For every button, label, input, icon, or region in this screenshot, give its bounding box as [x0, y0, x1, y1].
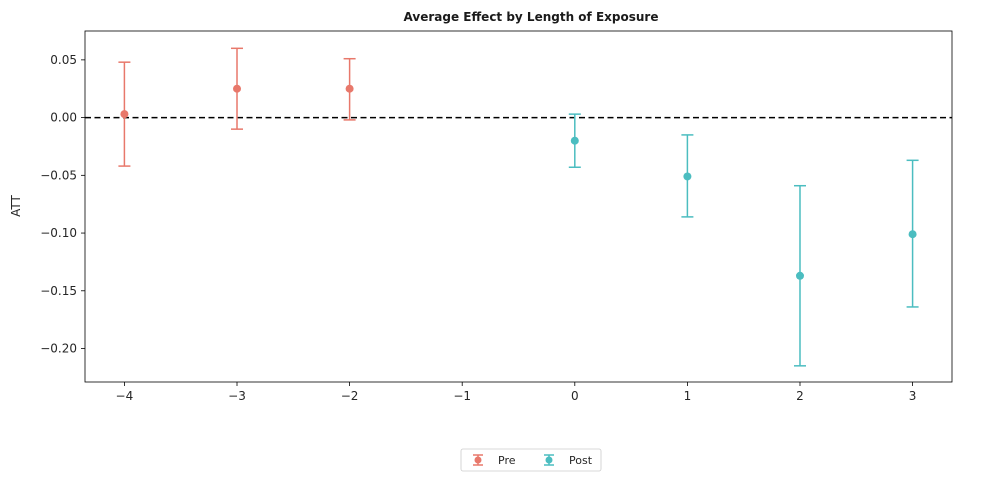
x-tick-label: −3: [228, 389, 246, 403]
data-point: [795, 271, 804, 280]
legend-swatch-marker: [474, 456, 482, 464]
data-point: [570, 136, 579, 145]
x-tick-label: −2: [341, 389, 359, 403]
y-tick-label: 0.00: [50, 111, 77, 125]
y-axis-label: ATT: [9, 194, 23, 216]
y-tick-label: −0.10: [40, 226, 77, 240]
legend: Pre Post: [460, 448, 602, 472]
legend-frame: [460, 448, 602, 472]
x-axis-ticks: −4 −3 −2 −1 0 1 2 3: [116, 382, 917, 403]
legend-item-pre: Pre: [473, 454, 516, 467]
chart-title: Average Effect by Length of Exposure: [404, 10, 659, 24]
legend-item-post: Post: [544, 454, 593, 467]
legend-label: Post: [569, 454, 593, 467]
x-tick-label: 0: [571, 389, 579, 403]
x-tick-label: −1: [453, 389, 471, 403]
legend-label: Pre: [498, 454, 516, 467]
data-point: [233, 84, 242, 93]
x-tick-label: 3: [909, 389, 917, 403]
series-post: [568, 113, 919, 367]
series-group: [118, 47, 919, 367]
legend-swatch-marker: [545, 456, 553, 464]
x-tick-label: −4: [116, 389, 134, 403]
y-tick-label: −0.20: [40, 342, 77, 356]
data-point: [120, 110, 129, 119]
y-axis-ticks: 0.05 0.00 −0.05 −0.10 −0.15 −0.20: [40, 53, 85, 356]
data-point: [345, 84, 354, 93]
data-point: [683, 172, 692, 181]
y-tick-label: −0.05: [40, 168, 77, 182]
series-pre: [118, 47, 356, 167]
data-point: [908, 230, 917, 239]
y-tick-label: 0.05: [50, 53, 77, 67]
x-tick-label: 2: [796, 389, 804, 403]
x-tick-label: 1: [684, 389, 692, 403]
y-tick-label: −0.15: [40, 284, 77, 298]
plot-area: [84, 30, 953, 383]
